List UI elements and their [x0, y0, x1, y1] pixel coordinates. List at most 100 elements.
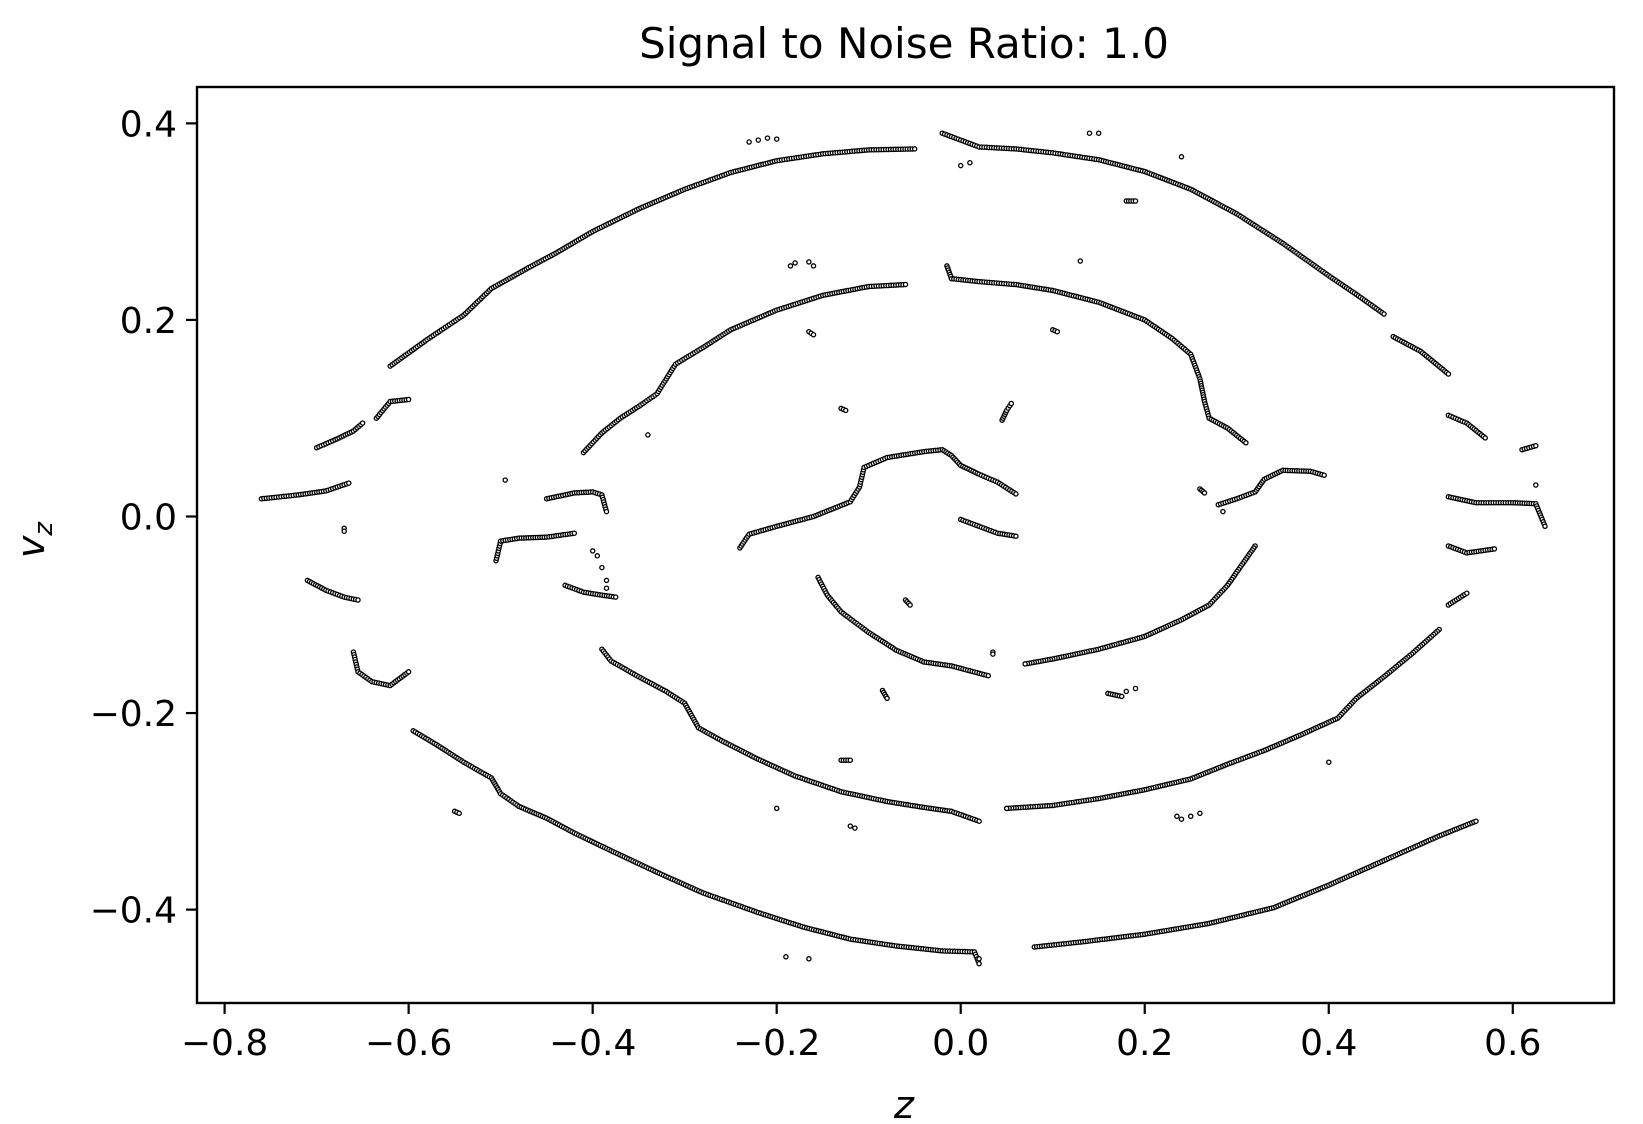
x-tick-label: 0.4 [1300, 1023, 1357, 1064]
x-tick-label: 0.0 [932, 1023, 989, 1064]
data-point [599, 564, 605, 571]
data-point [571, 530, 578, 536]
data-point [589, 548, 596, 554]
data-point [355, 597, 361, 603]
data-point [1178, 154, 1185, 160]
data-point [967, 159, 973, 166]
x-axis-label: z [893, 1083, 915, 1124]
data-points [258, 130, 1548, 967]
x-tick-label: −0.6 [365, 1023, 452, 1064]
data-point [1123, 688, 1130, 695]
data-point [764, 135, 771, 141]
data-point [842, 407, 849, 414]
y-axis-label: vz [9, 521, 59, 559]
data-point [1132, 685, 1139, 692]
data-point [806, 956, 812, 962]
x-tick-label: 0.2 [1116, 1023, 1173, 1064]
data-point [645, 432, 651, 438]
data-point [847, 757, 854, 763]
y-axis-label-subscript: z [29, 521, 59, 537]
data-point [1013, 533, 1019, 539]
data-point [847, 823, 854, 829]
data-point [1445, 371, 1452, 377]
data-point [594, 553, 601, 559]
data-point [1220, 508, 1226, 515]
data-point [405, 669, 412, 675]
data-point [1095, 130, 1102, 136]
data-point [783, 954, 789, 960]
x-axis-ticks: −0.8 −0.6 −0.4 −0.2 0.0 0.2 0.4 0.6 [181, 1003, 1541, 1064]
data-point [1533, 442, 1539, 449]
data-point [603, 585, 610, 591]
data-point [1533, 482, 1539, 488]
data-point [1464, 590, 1470, 596]
data-point [755, 137, 762, 143]
data-point [612, 594, 619, 600]
data-point [792, 260, 798, 266]
chart-title: Signal to Noise Ratio: 1.0 [639, 19, 1169, 68]
y-tick-label: 0.4 [120, 104, 177, 145]
data-point [787, 263, 794, 269]
data-point [976, 960, 982, 967]
y-axis-ticks: −0.4 −0.2 0.0 0.2 0.4 [90, 104, 197, 932]
data-point [773, 136, 780, 142]
data-point [1086, 130, 1093, 136]
data-point [1178, 816, 1185, 822]
data-point [1077, 258, 1084, 264]
data-point [985, 672, 992, 679]
y-tick-label: −0.2 [90, 694, 177, 735]
data-point [773, 805, 780, 812]
data-point [976, 818, 982, 824]
data-point [1321, 472, 1327, 478]
data-point [1381, 311, 1387, 317]
data-point [1243, 440, 1249, 446]
plot-frame [195, 85, 1616, 1005]
data-point [1187, 813, 1194, 820]
data-point [502, 477, 508, 483]
y-axis-label-main: v [9, 535, 53, 558]
y-tick-label: 0.0 [120, 497, 177, 538]
data-point [603, 577, 610, 584]
data-point [884, 695, 890, 702]
data-point [852, 825, 858, 831]
data-point [1491, 546, 1498, 552]
data-point [746, 139, 752, 145]
data-point [1054, 328, 1061, 335]
x-tick-label: −0.2 [733, 1023, 820, 1064]
data-point [1013, 491, 1019, 497]
x-tick-label: −0.8 [181, 1023, 268, 1064]
data-point [1118, 693, 1125, 700]
y-tick-label: −0.4 [90, 891, 177, 932]
data-point [810, 263, 817, 269]
data-point [456, 810, 462, 817]
data-point [911, 146, 918, 152]
data-point [1197, 810, 1203, 817]
data-point [1201, 490, 1208, 496]
data-point [1008, 400, 1015, 407]
data-point [1003, 805, 1010, 812]
data-point [1326, 759, 1332, 765]
data-point [341, 528, 347, 534]
data-point [1482, 435, 1488, 441]
data-point [359, 420, 366, 426]
data-point [1022, 661, 1028, 667]
data-point [907, 602, 913, 608]
x-tick-label: 0.6 [1484, 1023, 1541, 1064]
data-point [346, 480, 352, 486]
data-point [405, 396, 412, 403]
data-point [810, 331, 817, 338]
data-point [1174, 813, 1180, 820]
data-point [990, 651, 996, 657]
data-point [603, 508, 610, 515]
x-tick-label: −0.4 [549, 1023, 636, 1064]
y-tick-label: 0.2 [120, 301, 177, 342]
data-point [957, 162, 964, 169]
data-point [1542, 523, 1548, 530]
data-point [1473, 818, 1479, 824]
data-point [976, 956, 982, 962]
data-point [902, 281, 909, 288]
data-point [1132, 198, 1139, 204]
